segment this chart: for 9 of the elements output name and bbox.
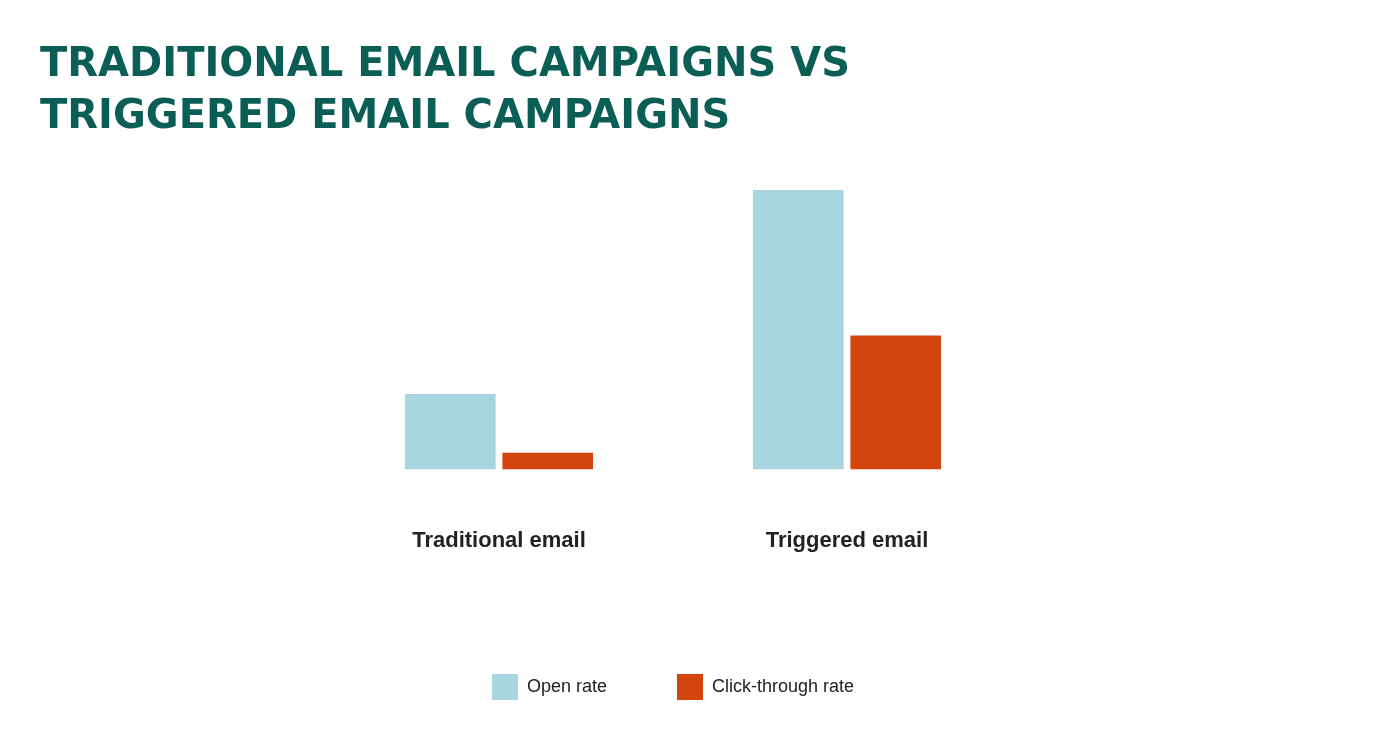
bar [404, 394, 496, 470]
x-tick-label: Traditional email [412, 526, 586, 552]
chart-title: TRADITIONAL EMAIL CAMPAIGNS VS TRIGGERED EMAIL CAMPAIGNS [40, 38, 851, 139]
x-tick-label: Triggered email [765, 526, 929, 552]
bar [850, 335, 942, 470]
legend-label: Open rate [526, 675, 608, 696]
legend-label: Click-through rate [712, 675, 855, 696]
bar [752, 190, 844, 470]
bar [502, 452, 594, 470]
